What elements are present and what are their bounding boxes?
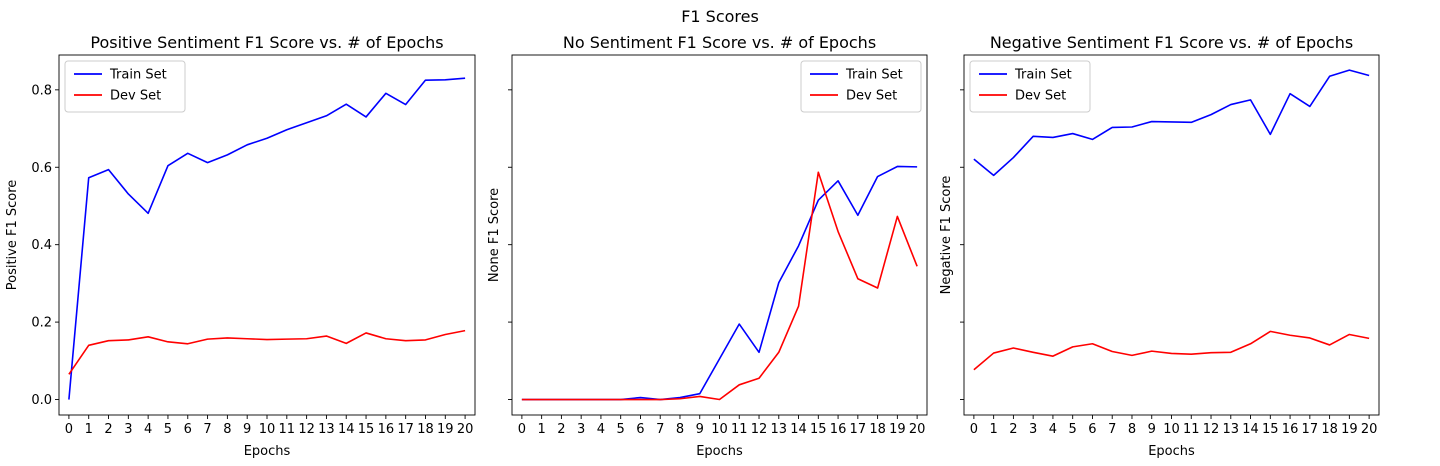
x-tick-label: 19 (437, 422, 454, 437)
legend-entry: Train Set (845, 68, 903, 83)
series-line-dev (973, 330, 1370, 371)
x-tick-label: 5 (164, 422, 172, 437)
x-tick-label: 0 (970, 422, 978, 437)
series-line-train (973, 69, 1370, 177)
legend-entry: Dev Set (1015, 89, 1066, 104)
x-tick-label: 10 (1163, 422, 1180, 437)
x-tick-label: 1 (85, 422, 93, 437)
x-tick-label: 6 (636, 422, 644, 437)
x-tick-label: 13 (318, 422, 335, 437)
x-tick-label: 4 (597, 422, 605, 437)
x-tick-label: 18 (417, 422, 434, 437)
x-axis-label: Epochs (1148, 444, 1195, 459)
legend-entry: Train Set (1014, 68, 1072, 83)
x-tick-label: 3 (124, 422, 132, 437)
x-tick-label: 14 (790, 422, 807, 437)
x-tick-label: 1 (990, 422, 998, 437)
x-tick-label: 16 (830, 422, 847, 437)
chart-title: No Sentiment F1 Score vs. # of Epochs (563, 33, 876, 52)
x-axis-label: Epochs (244, 444, 291, 459)
y-tick-label: 0.4 (31, 238, 52, 253)
y-tick-label: 0.2 (31, 316, 52, 331)
y-axis-label: Positive F1 Score (5, 180, 20, 291)
x-tick-label: 1 (538, 422, 546, 437)
x-tick-label: 10 (711, 422, 728, 437)
x-tick-label: 19 (1341, 422, 1358, 437)
x-tick-label: 17 (397, 422, 414, 437)
x-tick-label: 11 (731, 422, 748, 437)
chart-title: Negative Sentiment F1 Score vs. # of Epo… (990, 33, 1353, 52)
legend: Train Set Dev Set (800, 60, 922, 113)
x-tick-label: 7 (203, 422, 211, 437)
legend: Train Set Dev Set (64, 60, 186, 113)
x-tick-label: 4 (1049, 422, 1057, 437)
x-tick-label: 18 (869, 422, 886, 437)
x-tick-label: 0 (518, 422, 526, 437)
legend-entry: Dev Set (846, 89, 897, 104)
x-tick-label: 5 (617, 422, 625, 437)
x-tick-label: 7 (656, 422, 664, 437)
x-tick-label: 0 (65, 422, 73, 437)
x-tick-label: 10 (259, 422, 276, 437)
x-tick-label: 6 (1088, 422, 1096, 437)
x-tick-label: 15 (1262, 422, 1279, 437)
x-tick-label: 12 (751, 422, 768, 437)
x-tick-label: 8 (223, 422, 231, 437)
y-tick-label: 0.8 (31, 83, 52, 98)
y-tick-label: 0.0 (31, 393, 52, 408)
x-tick-label: 13 (1223, 422, 1240, 437)
x-tick-label: 20 (457, 422, 474, 437)
x-tick-label: 12 (1203, 422, 1220, 437)
x-tick-label: 16 (1282, 422, 1299, 437)
x-tick-label: 11 (1183, 422, 1200, 437)
x-tick-label: 15 (810, 422, 827, 437)
x-tick-label: 5 (1069, 422, 1077, 437)
x-tick-label: 15 (358, 422, 375, 437)
x-tick-label: 3 (577, 422, 585, 437)
series-line-train (521, 165, 918, 401)
x-tick-label: 13 (771, 422, 788, 437)
y-axis-label: Negative F1 Score (939, 176, 954, 295)
x-tick-label: 19 (889, 422, 906, 437)
x-tick-label: 20 (1361, 422, 1378, 437)
x-tick-label: 17 (1302, 422, 1319, 437)
series-line-dev (68, 329, 466, 375)
x-tick-label: 2 (557, 422, 565, 437)
x-tick-label: 18 (1321, 422, 1338, 437)
x-tick-label: 8 (676, 422, 684, 437)
x-tick-label: 14 (1242, 422, 1259, 437)
x-tick-label: 12 (298, 422, 315, 437)
figure-suptitle: F1 Scores (681, 7, 759, 26)
x-tick-label: 3 (1029, 422, 1037, 437)
legend: Train Set Dev Set (969, 60, 1091, 113)
x-tick-label: 6 (184, 422, 192, 437)
x-tick-label: 9 (243, 422, 251, 437)
x-tick-label: 14 (338, 422, 355, 437)
y-tick-label: 0.6 (31, 161, 52, 176)
legend-entry: Train Set (109, 68, 167, 83)
y-axis-label: None F1 Score (487, 188, 502, 282)
x-tick-label: 11 (279, 422, 296, 437)
x-tick-label: 4 (144, 422, 152, 437)
chart-panel-0: Positive Sentiment F1 Score vs. # of Epo… (5, 33, 476, 459)
x-tick-label: 9 (696, 422, 704, 437)
chart-panel-2: Negative Sentiment F1 Score vs. # of Epo… (939, 33, 1380, 459)
x-tick-label: 2 (104, 422, 112, 437)
x-axis-label: Epochs (696, 444, 743, 459)
chart-title: Positive Sentiment F1 Score vs. # of Epo… (90, 33, 443, 52)
x-tick-label: 9 (1148, 422, 1156, 437)
x-tick-label: 20 (909, 422, 926, 437)
x-tick-label: 16 (378, 422, 395, 437)
series-line-dev (521, 171, 918, 401)
series-line-train (68, 77, 466, 400)
x-tick-label: 2 (1009, 422, 1017, 437)
x-tick-label: 17 (850, 422, 867, 437)
x-tick-label: 8 (1128, 422, 1136, 437)
legend-entry: Dev Set (110, 89, 161, 104)
x-tick-label: 7 (1108, 422, 1116, 437)
